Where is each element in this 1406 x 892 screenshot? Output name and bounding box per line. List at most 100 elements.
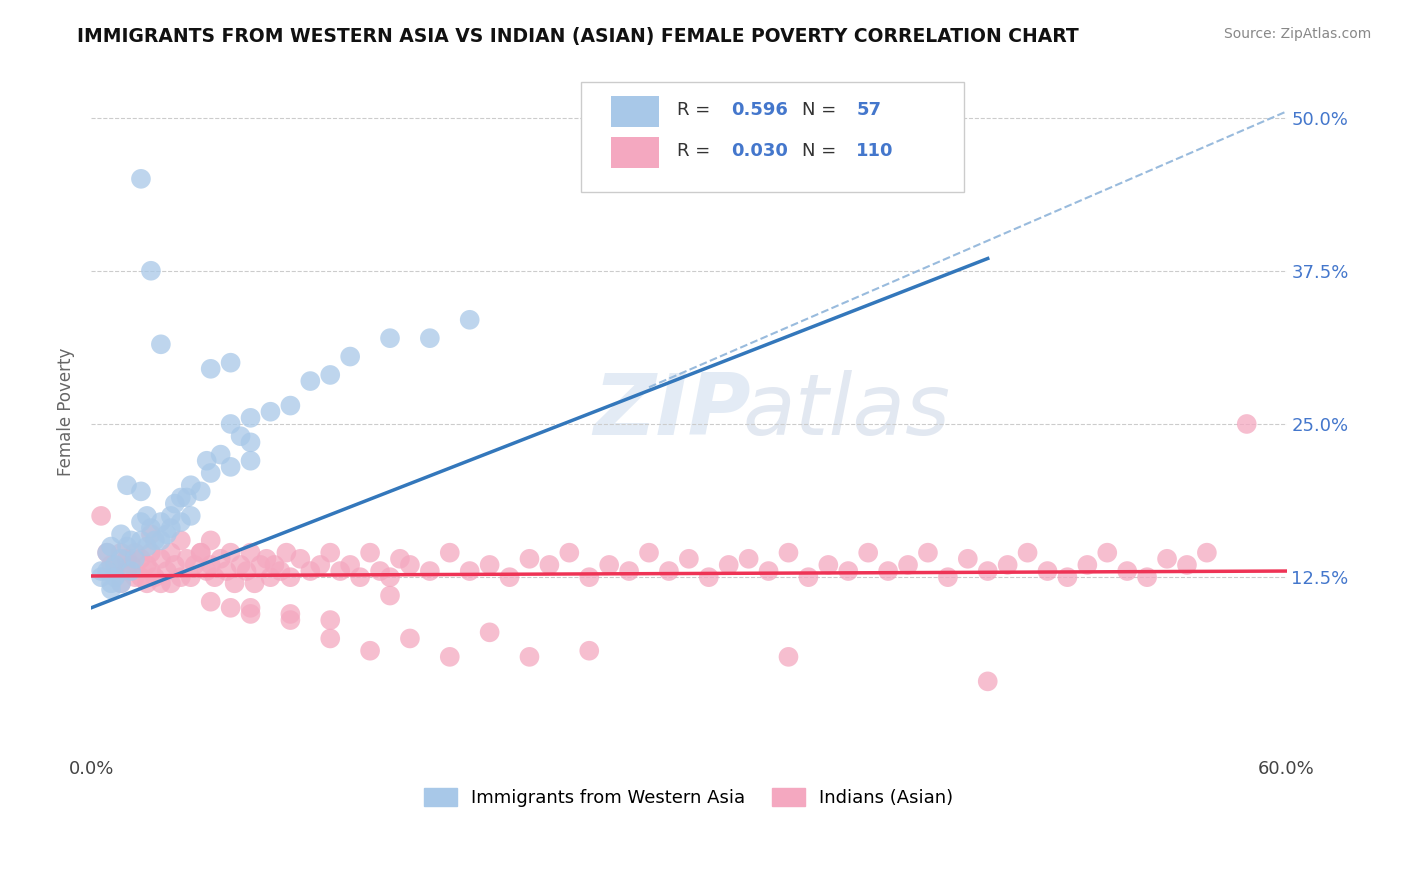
Point	[359, 546, 381, 560]
Point	[136, 576, 159, 591]
Point	[558, 546, 581, 560]
Point	[658, 564, 681, 578]
Point	[104, 558, 127, 572]
Text: R =: R =	[676, 101, 716, 119]
Point	[163, 558, 186, 572]
Point	[170, 491, 193, 505]
Point	[319, 546, 342, 560]
Point	[399, 632, 422, 646]
Point	[200, 595, 222, 609]
Point	[239, 607, 262, 621]
Point	[388, 551, 411, 566]
Point	[156, 527, 179, 541]
Point	[319, 613, 342, 627]
Point	[100, 540, 122, 554]
Point	[110, 551, 132, 566]
Point	[209, 551, 232, 566]
Point	[143, 570, 166, 584]
Point	[200, 533, 222, 548]
Point	[276, 546, 298, 560]
Point	[124, 551, 146, 566]
Point	[598, 558, 620, 572]
Point	[129, 570, 152, 584]
Point	[1017, 546, 1039, 560]
Point	[256, 551, 278, 566]
Point	[229, 429, 252, 443]
Point	[149, 533, 172, 548]
Point	[90, 570, 112, 584]
Text: 110: 110	[856, 142, 894, 160]
Point	[259, 570, 281, 584]
Point	[263, 558, 285, 572]
Point	[190, 484, 212, 499]
Point	[1156, 551, 1178, 566]
Point	[219, 546, 242, 560]
Point	[339, 350, 361, 364]
Point	[204, 570, 226, 584]
Text: Source: ZipAtlas.com: Source: ZipAtlas.com	[1223, 27, 1371, 41]
Point	[239, 410, 262, 425]
Point	[977, 674, 1000, 689]
Point	[96, 546, 118, 560]
Point	[90, 508, 112, 523]
Point	[280, 613, 302, 627]
Y-axis label: Female Poverty: Female Poverty	[58, 348, 75, 476]
Legend: Immigrants from Western Asia, Indians (Asian): Immigrants from Western Asia, Indians (A…	[418, 780, 960, 814]
Point	[110, 576, 132, 591]
Point	[176, 551, 198, 566]
Point	[139, 546, 162, 560]
Point	[224, 576, 246, 591]
Point	[717, 558, 740, 572]
Point	[419, 331, 441, 345]
Text: 57: 57	[856, 101, 882, 119]
Point	[778, 546, 800, 560]
Point	[160, 546, 183, 560]
Point	[200, 361, 222, 376]
Point	[1236, 417, 1258, 431]
Point	[1097, 546, 1119, 560]
Point	[419, 564, 441, 578]
Point	[897, 558, 920, 572]
Point	[290, 551, 312, 566]
Text: N =: N =	[803, 142, 842, 160]
Point	[1036, 564, 1059, 578]
Text: N =: N =	[803, 101, 842, 119]
Point	[678, 551, 700, 566]
Point	[115, 564, 138, 578]
Point	[156, 564, 179, 578]
Point	[349, 570, 371, 584]
Point	[195, 564, 218, 578]
Point	[184, 558, 207, 572]
Point	[1076, 558, 1098, 572]
Point	[149, 515, 172, 529]
Point	[280, 399, 302, 413]
Point	[329, 564, 352, 578]
Point	[124, 570, 146, 584]
Point	[917, 546, 939, 560]
Point	[160, 576, 183, 591]
Point	[737, 551, 759, 566]
Point	[856, 546, 879, 560]
Point	[439, 546, 461, 560]
Point	[139, 527, 162, 541]
Point	[578, 644, 600, 658]
Point	[697, 570, 720, 584]
Point	[758, 564, 780, 578]
Point	[170, 533, 193, 548]
Point	[309, 558, 332, 572]
Point	[120, 564, 142, 578]
Point	[269, 564, 291, 578]
Point	[136, 558, 159, 572]
Point	[104, 570, 127, 584]
Point	[129, 484, 152, 499]
Point	[139, 564, 162, 578]
Point	[956, 551, 979, 566]
Point	[259, 405, 281, 419]
Point	[239, 435, 262, 450]
Point	[280, 570, 302, 584]
Point	[110, 527, 132, 541]
Point	[538, 558, 561, 572]
Point	[239, 546, 262, 560]
Point	[239, 600, 262, 615]
Point	[136, 508, 159, 523]
